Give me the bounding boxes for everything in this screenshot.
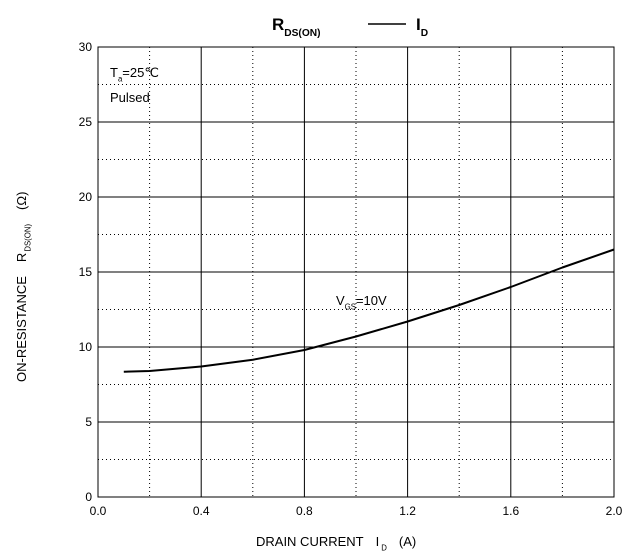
x-axis-label: DRAIN CURRENT I D (A) [256,534,416,553]
annotation: Ta=25℃ [110,65,159,84]
text-part: (A) [399,534,416,549]
text-part: a [118,75,123,84]
text-part: =10V [356,293,387,308]
y-tick-label: 5 [85,415,92,429]
y-tick-label: 0 [85,490,92,504]
x-tick-label: 1.2 [399,504,416,518]
x-tick-label: 1.6 [502,504,519,518]
y-axis-label: ON-RESISTANCE RDS(ON) (Ω) [14,192,33,382]
annotation: Pulsed [110,90,150,105]
text-part: R [272,15,284,34]
text-part: D [381,544,387,553]
curve-label: VGS=10V [336,293,387,312]
y-tick-label: 25 [79,115,93,129]
plot-frame [97,46,615,498]
chart-title: RDS(ON) [272,15,321,39]
x-tick-label: 0.8 [296,504,313,518]
text-part: V [336,293,345,308]
y-tick-label: 30 [79,40,93,54]
y-tick-label: 10 [79,340,93,354]
chart-title: ID [416,15,428,39]
x-tick-label: 2.0 [606,504,623,518]
y-tick-label: 15 [79,265,93,279]
text-part: I [376,534,380,549]
x-tick-label: 0.0 [90,504,107,518]
text-part: T [110,65,118,80]
text-part: DS(ON) [24,224,33,252]
text-part: I [416,15,421,34]
text-part: GS [345,303,356,312]
text-part: DRAIN CURRENT [256,534,364,549]
text-part: R [14,253,29,262]
text-part: (Ω) [14,192,29,210]
text-part: ON-RESISTANCE [14,276,29,382]
y-tick-label: 20 [79,190,93,204]
text-part: DS(ON) [284,28,320,39]
text-part: =25℃ [122,65,159,80]
text-part: D [421,28,428,39]
curve [123,248,615,373]
x-tick-label: 0.4 [193,504,210,518]
